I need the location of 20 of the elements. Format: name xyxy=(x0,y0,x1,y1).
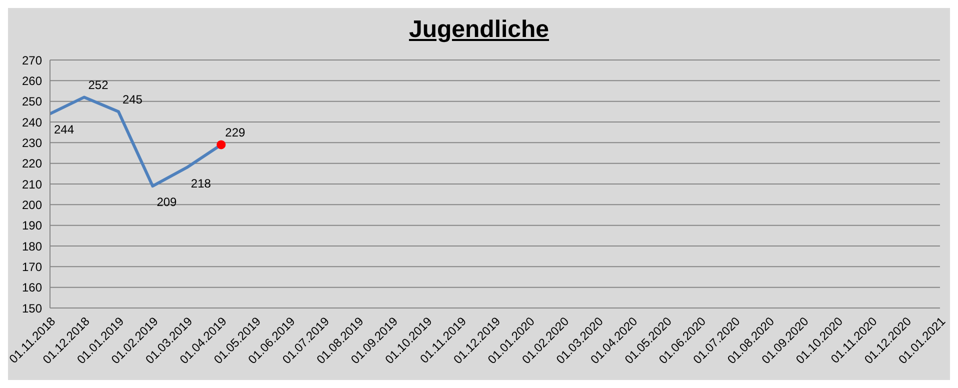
y-tick-label: 250 xyxy=(22,94,42,109)
y-tick-label: 190 xyxy=(22,218,42,233)
y-tick-label: 160 xyxy=(22,280,42,295)
y-tick-label: 240 xyxy=(22,115,42,130)
y-tick-label: 180 xyxy=(22,239,42,254)
chart-title: Jugendliche xyxy=(408,15,550,45)
y-tick-label: 230 xyxy=(22,136,42,150)
y-tick-label: 260 xyxy=(22,74,42,88)
data-label: 244 xyxy=(54,122,74,137)
data-label: 252 xyxy=(88,78,109,92)
data-label: 245 xyxy=(122,92,143,107)
y-tick-label: 200 xyxy=(22,198,42,212)
data-label: 229 xyxy=(225,126,246,140)
y-tick-label: 150 xyxy=(22,301,42,316)
data-label: 209 xyxy=(156,195,178,210)
y-tick-label: 210 xyxy=(22,177,42,192)
y-tick-label: 270 xyxy=(22,53,42,68)
y-tick-label: 220 xyxy=(22,156,42,171)
data-label: 218 xyxy=(190,176,212,190)
y-tick-label: 170 xyxy=(22,260,42,274)
